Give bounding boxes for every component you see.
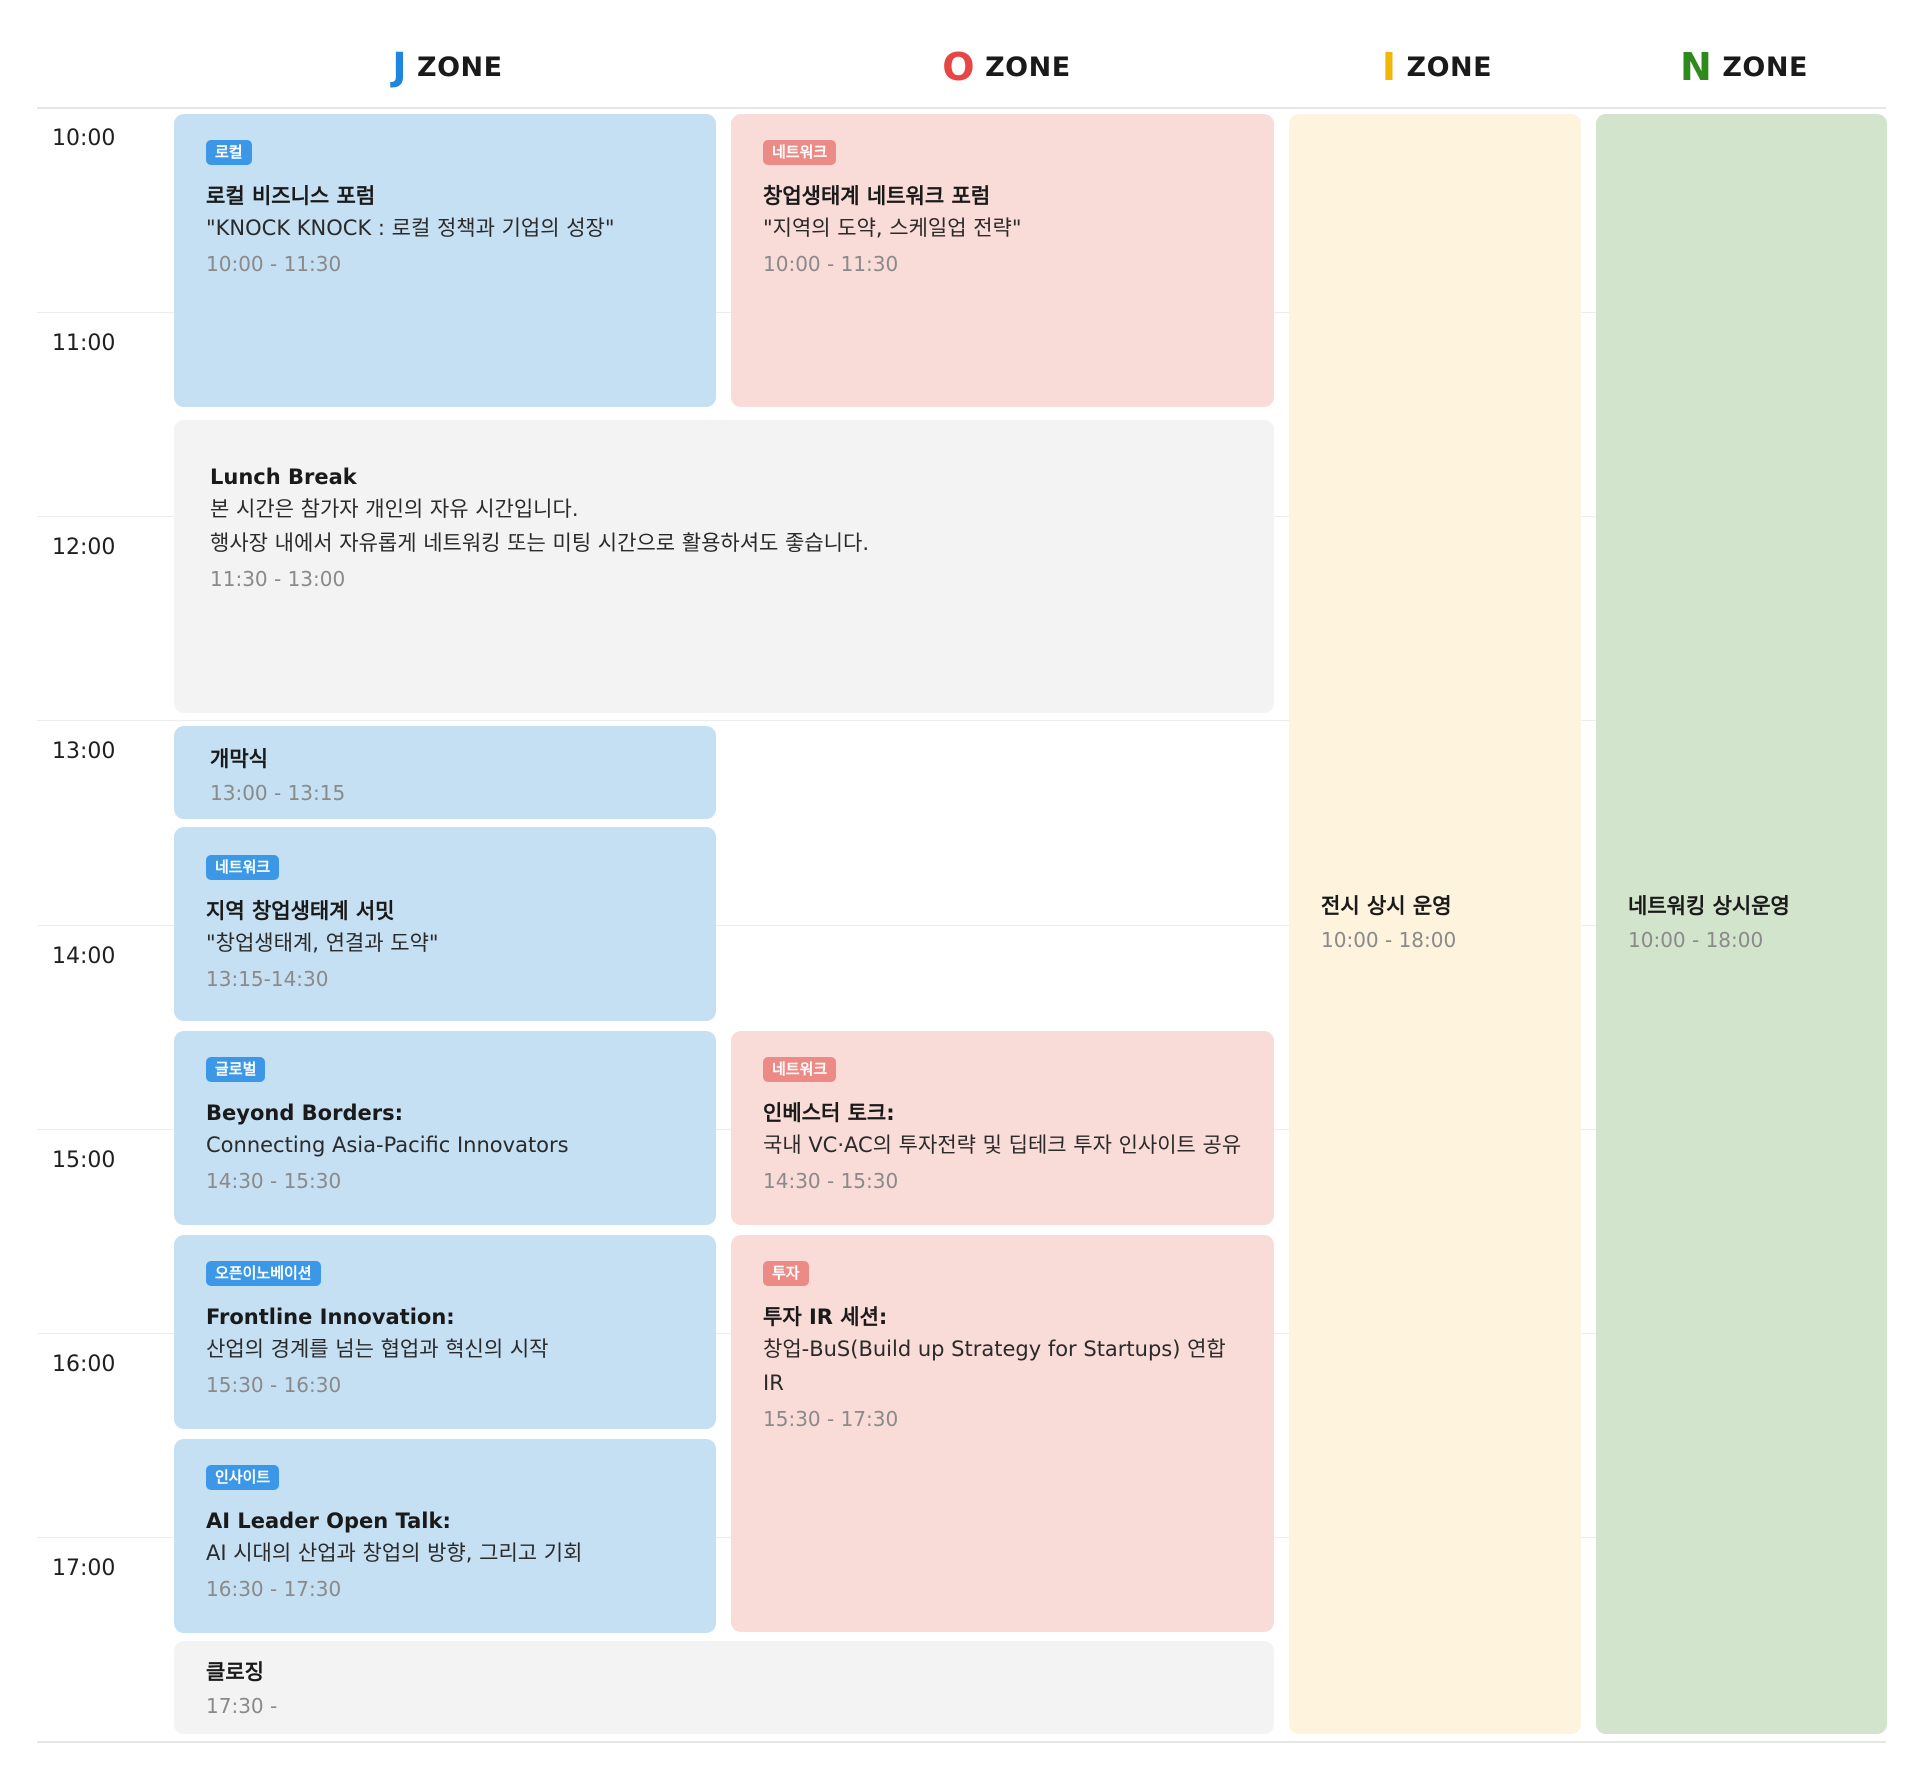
session-subtitle: "지역의 도약, 스케일업 전략"	[763, 216, 1022, 240]
session-time: 10:00 - 18:00	[1628, 928, 1764, 952]
session-card-closing[interactable]: 클로징 17:30 -	[174, 1641, 1274, 1734]
session-card-frontline-innovation[interactable]: 오픈이노베이션 Frontline Innovation: 산업의 경계를 넘는…	[174, 1235, 716, 1429]
session-subtitle: 산업의 경계를 넘는 협업과 혁신의 시작	[206, 1337, 549, 1361]
session-time: 10:00 - 11:30	[206, 252, 342, 276]
session-card-network-forum[interactable]: 네트워크 창업생태계 네트워크 포럼 "지역의 도약, 스케일업 전략" 10:…	[731, 114, 1274, 407]
category-badge: 오픈이노베이션	[206, 1261, 321, 1286]
zone-word: ZONE	[1722, 51, 1808, 83]
category-badge: 로컬	[206, 140, 252, 165]
grid-line-top	[37, 107, 1886, 109]
session-time: 15:30 - 16:30	[206, 1373, 342, 1397]
session-title: 개막식	[210, 747, 268, 771]
zone-word: ZONE	[1406, 51, 1493, 83]
zone-letter-i: I	[1381, 45, 1397, 89]
session-time: 14:30 - 15:30	[763, 1169, 899, 1193]
grid-line-bottom	[37, 1741, 1886, 1743]
session-subtitle: 창업-BuS(Build up Strategy for Startups) 연…	[763, 1337, 1226, 1395]
category-badge: 네트워크	[206, 855, 280, 880]
session-card-opening[interactable]: 개막식 13:00 - 13:15	[174, 726, 716, 819]
category-badge: 네트워크	[763, 140, 837, 165]
time-label: 13:00	[52, 739, 116, 764]
time-label: 12:00	[52, 535, 116, 560]
session-subtitle: AI 시대의 산업과 창업의 방향, 그리고 기회	[206, 1541, 583, 1565]
session-time: 10:00 - 18:00	[1321, 928, 1457, 952]
session-time: 16:30 - 17:30	[206, 1577, 342, 1601]
session-subtitle: "KNOCK KNOCK : 로컬 정책과 기업의 성장"	[206, 216, 615, 240]
session-title: Frontline Innovation:	[206, 1305, 455, 1329]
zone-word: ZONE	[985, 51, 1071, 83]
zone-header-i: I ZONE	[1291, 42, 1583, 92]
session-title: 클로징	[206, 1660, 264, 1684]
zone-header-o: O ZONE	[734, 42, 1279, 92]
session-card-beyond-borders[interactable]: 글로벌 Beyond Borders: Connecting Asia-Paci…	[174, 1031, 716, 1225]
session-subtitle: 국내 VC·AC의 투자전략 및 딥테크 투자 인사이트 공유	[763, 1133, 1242, 1157]
session-title: Lunch Break	[210, 465, 357, 489]
session-time: 13:15-14:30	[206, 967, 329, 991]
session-title: 전시 상시 운영	[1321, 894, 1452, 918]
zone-header-j: J ZONE	[175, 42, 720, 92]
session-card-investor-talk[interactable]: 네트워크 인베스터 토크: 국내 VC·AC의 투자전략 및 딥테크 투자 인사…	[731, 1031, 1274, 1225]
category-badge: 투자	[763, 1261, 809, 1286]
session-description-line: 본 시간은 참가자 개인의 자유 시간입니다.	[210, 497, 579, 521]
session-card-local-forum[interactable]: 로컬 로컬 비즈니스 포럼 "KNOCK KNOCK : 로컬 정책과 기업의 …	[174, 114, 716, 407]
category-badge: 네트워크	[763, 1057, 837, 1082]
session-time: 17:30 -	[206, 1694, 278, 1718]
session-title: 투자 IR 세션:	[763, 1305, 888, 1329]
time-label: 15:00	[52, 1148, 116, 1173]
session-time: 14:30 - 15:30	[206, 1169, 342, 1193]
time-label: 16:00	[52, 1352, 116, 1377]
zone-letter-n: N	[1680, 45, 1713, 89]
time-label: 17:00	[52, 1556, 116, 1581]
session-title: 네트워킹 상시운영	[1628, 894, 1790, 918]
session-card-exhibition[interactable]: 전시 상시 운영 10:00 - 18:00	[1289, 114, 1581, 1734]
session-card-ir-session[interactable]: 투자 투자 IR 세션: 창업-BuS(Build up Strategy fo…	[731, 1235, 1274, 1632]
session-title: 창업생태계 네트워크 포럼	[763, 184, 991, 208]
session-title: 로컬 비즈니스 포럼	[206, 184, 376, 208]
session-subtitle: Connecting Asia-Pacific Innovators	[206, 1133, 569, 1157]
session-card-ai-leader-talk[interactable]: 인사이트 AI Leader Open Talk: AI 시대의 산업과 창업의…	[174, 1439, 716, 1633]
time-label: 11:00	[52, 331, 116, 356]
grid-line	[37, 720, 1886, 721]
session-subtitle: "창업생태계, 연결과 도약"	[206, 931, 439, 955]
session-title: Beyond Borders:	[206, 1101, 403, 1125]
zone-letter-o: O	[942, 45, 976, 89]
time-label: 10:00	[52, 126, 116, 151]
session-card-summit[interactable]: 네트워크 지역 창업생태계 서밋 "창업생태계, 연결과 도약" 13:15-1…	[174, 827, 716, 1021]
session-card-networking[interactable]: 네트워킹 상시운영 10:00 - 18:00	[1596, 114, 1887, 1734]
category-badge: 글로벌	[206, 1057, 266, 1082]
zone-letter-j: J	[392, 45, 408, 89]
session-card-lunch-break[interactable]: Lunch Break 본 시간은 참가자 개인의 자유 시간입니다. 행사장 …	[174, 420, 1274, 713]
session-title: 지역 창업생태계 서밋	[206, 899, 395, 923]
session-time: 10:00 - 11:30	[763, 252, 899, 276]
session-time: 11:30 - 13:00	[210, 567, 346, 591]
time-label: 14:00	[52, 944, 116, 969]
session-time: 15:30 - 17:30	[763, 1407, 899, 1431]
zone-header-n: N ZONE	[1598, 42, 1890, 92]
session-title: AI Leader Open Talk:	[206, 1509, 451, 1533]
category-badge: 인사이트	[206, 1465, 280, 1490]
session-time: 13:00 - 13:15	[210, 781, 346, 805]
session-description-line: 행사장 내에서 자유롭게 네트워킹 또는 미팅 시간으로 활용하셔도 좋습니다.	[210, 531, 869, 555]
grid-line	[37, 925, 1886, 926]
zone-word: ZONE	[417, 51, 503, 83]
session-title: 인베스터 토크:	[763, 1101, 895, 1125]
